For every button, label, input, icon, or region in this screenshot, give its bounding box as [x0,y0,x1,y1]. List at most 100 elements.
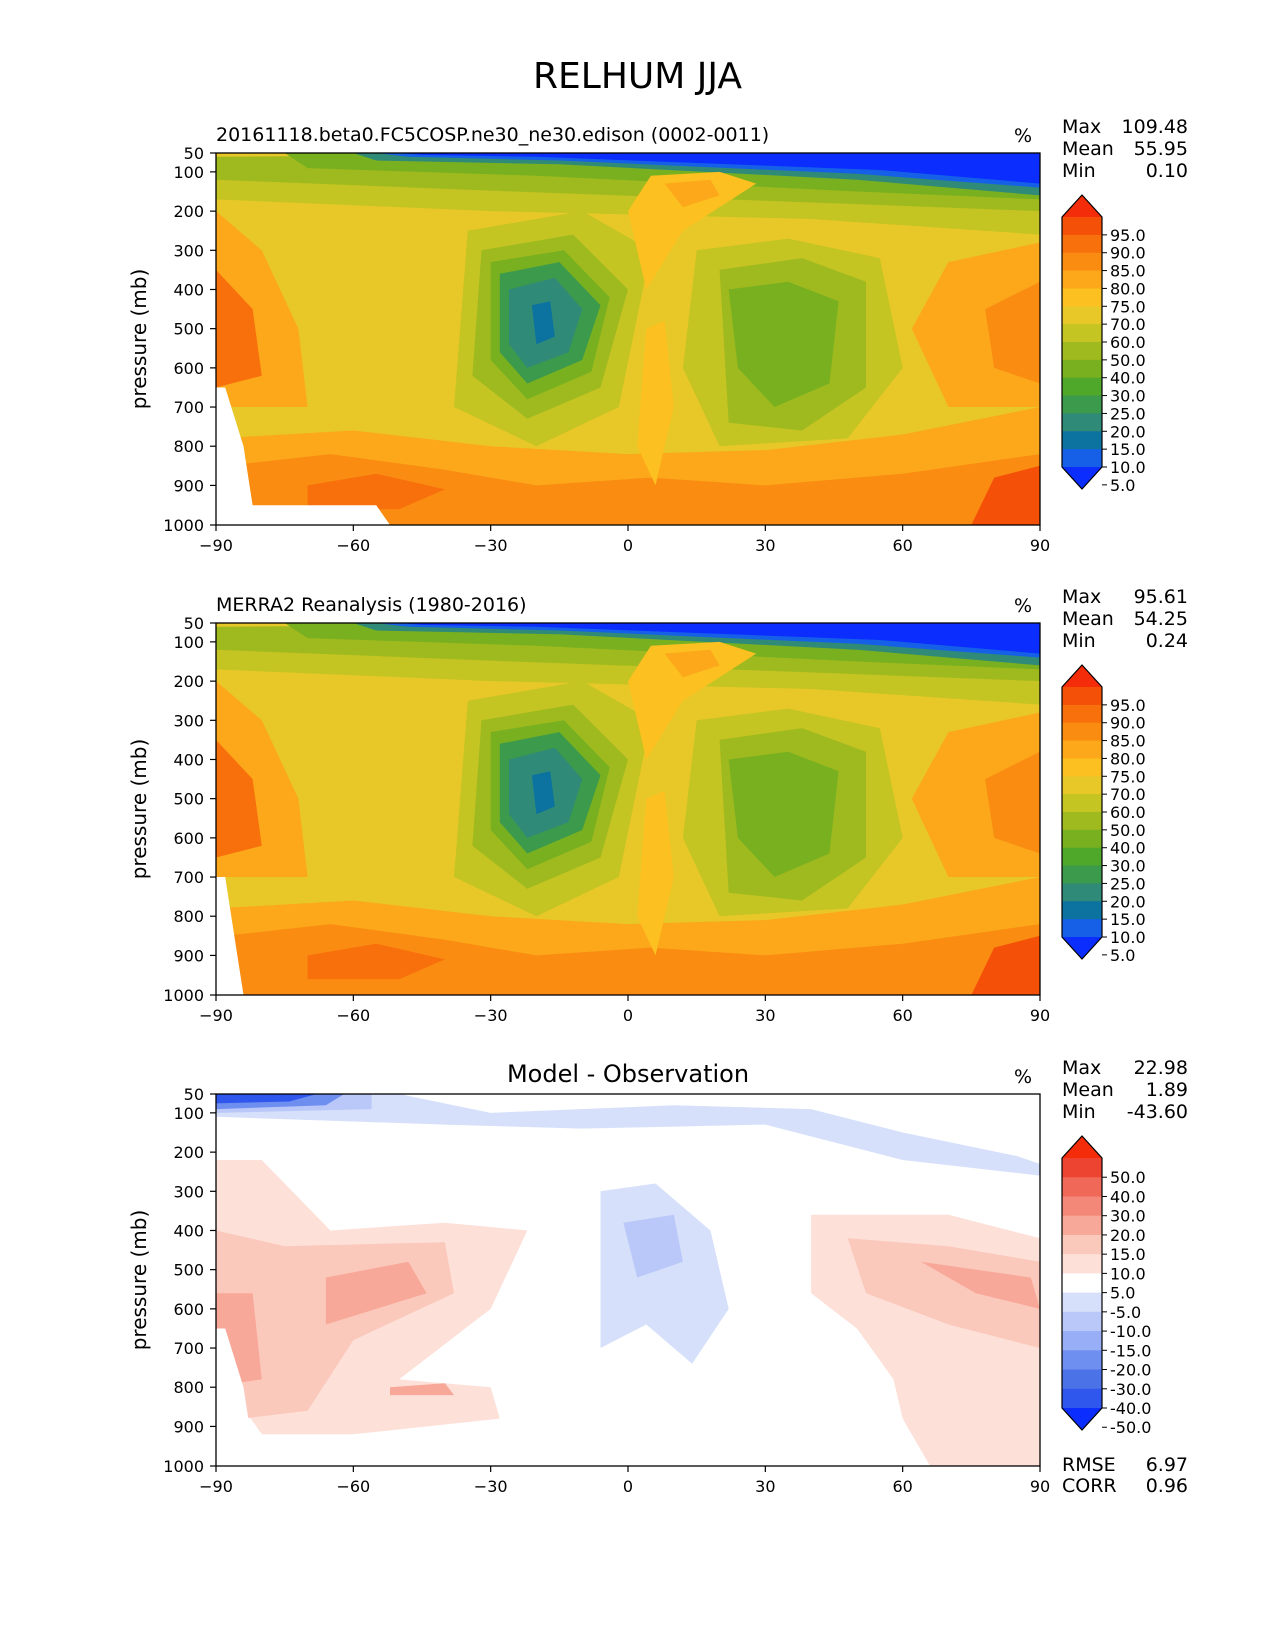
colorbar-label: 70.0 [1110,315,1146,334]
y-tick-label: 1000 [163,516,204,535]
contour-region [216,877,244,995]
x-tick-label: 0 [623,536,633,555]
colorbar-label: 80.0 [1110,749,1146,768]
y-tick-label: 500 [173,790,204,809]
y-tick-label: 50 [184,144,204,163]
colorbar-segment [1062,413,1102,432]
colorbar-segment [1062,901,1102,920]
contour-region [971,935,1040,995]
stat-value: 22.98 [1134,1057,1188,1079]
colorbar-label: 15.0 [1110,910,1146,929]
contour-field [216,153,1040,525]
contour-region [847,1238,1040,1348]
contour-region [664,179,720,208]
contour-region [307,943,445,980]
colorbar-extend-min [1062,467,1102,489]
colorbar-segment [1062,1388,1102,1409]
colorbar-extend-min [1062,1408,1102,1430]
contour-region [399,153,1040,184]
colorbar-label: 5.0 [1110,946,1135,965]
contour-region [225,454,1040,525]
colorbar-label: 5.0 [1110,476,1135,495]
colorbar-segment [1062,252,1102,272]
colorbar-label: 80.0 [1110,279,1146,298]
y-axis-label: pressure (mb) [127,269,151,410]
colorbar-segment [1062,776,1102,795]
x-tick-label: −30 [474,536,508,555]
contour-region [921,1261,1040,1309]
colorbar: 95.090.085.080.075.070.060.050.040.030.0… [1061,194,1146,495]
units-label: % [1014,125,1032,147]
colorbar-label: 40.0 [1110,839,1146,858]
colorbar-label: 95.0 [1110,226,1146,245]
y-tick-label: 700 [173,1339,204,1358]
x-tick-label: 30 [755,536,775,555]
y-tick-label: 300 [173,1182,204,1201]
colorbar-label: -5.0 [1110,1303,1141,1322]
contour-region [216,1094,1040,1176]
colorbar-segment [1062,919,1102,938]
stat-value: 95.61 [1134,586,1188,608]
y-tick-label: 100 [173,633,204,652]
x-tick-label: −30 [474,1477,508,1496]
colorbar-label: 75.0 [1110,767,1146,786]
colorbar-segment [1062,1331,1102,1351]
colorbar-extend-min [1062,937,1102,959]
panel-title: Model - Observation [507,1060,749,1088]
colorbar-label: 50.0 [1110,1168,1146,1187]
stat-label: Mean [1062,1079,1114,1101]
colorbar-extend-max [1062,665,1102,687]
x-tick-label: −60 [336,1477,370,1496]
colorbar-segment [1062,1177,1102,1197]
colorbar-label: 90.0 [1110,244,1146,263]
stat-label: Mean [1062,138,1114,160]
y-tick-label: 900 [173,946,204,965]
y-tick-label: 300 [173,711,204,730]
contour-region [531,771,555,815]
colorbar-label: 60.0 [1110,333,1146,352]
colorbar-segment [1062,1234,1102,1255]
colorbar-segment [1062,270,1102,289]
contour-region [664,649,720,678]
colorbar-label: -10.0 [1110,1322,1151,1341]
contour-region [985,751,1040,854]
y-tick-label: 600 [173,359,204,378]
y-tick-label: 1000 [163,986,204,1005]
figure-title: RELHUM JJA [533,56,742,97]
stat-label: Min [1062,1101,1096,1123]
colorbar-segment [1062,1369,1102,1390]
colorbar-label: 85.0 [1110,262,1146,281]
y-tick-label: 600 [173,829,204,848]
colorbar-label: -50.0 [1110,1418,1151,1437]
stat-value: 54.25 [1134,608,1188,630]
contour-region [216,739,262,858]
colorbar-label: 25.0 [1110,874,1146,893]
colorbar-segment [1062,722,1102,742]
stat-label: Mean [1062,608,1114,630]
contour-region [628,641,757,760]
contour-region [637,320,674,486]
colorbar-label: 20.0 [1110,892,1146,911]
y-tick-label: 800 [173,907,204,926]
contour-region [628,171,757,290]
x-tick-label: 90 [1030,1477,1050,1496]
colorbar-label: 50.0 [1110,821,1146,840]
y-tick-label: 50 [184,1085,204,1104]
contour-field [216,1094,1040,1466]
y-tick-label: 800 [173,1378,204,1397]
stat-value: -43.60 [1127,1101,1188,1123]
contour-region [985,281,1040,384]
x-tick-label: 60 [892,536,912,555]
stat-label: Min [1062,630,1096,652]
colorbar-label: 90.0 [1110,714,1146,733]
stat-label: RMSE [1062,1454,1116,1476]
colorbar-segment [1062,1311,1102,1332]
colorbar-segment [1062,217,1102,236]
colorbar-segment [1062,794,1102,813]
colorbar-extend-max [1062,1136,1102,1158]
colorbar-segment [1062,377,1102,397]
colorbar-label: 85.0 [1110,732,1146,751]
stat-value: 109.48 [1122,116,1188,138]
